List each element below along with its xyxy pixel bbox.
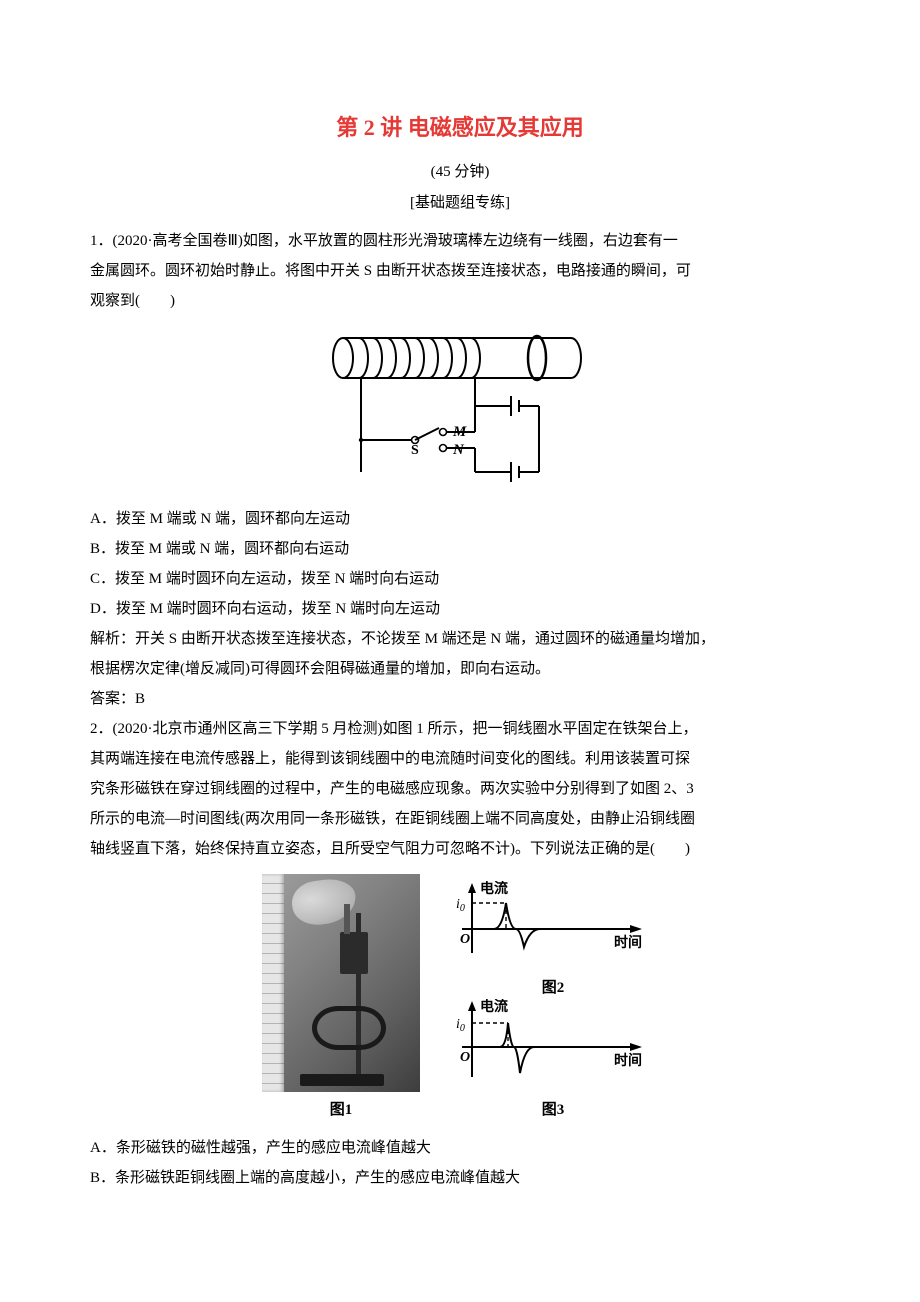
caption-fig3: 图3	[448, 1098, 658, 1119]
page: 第 2 讲 电磁感应及其应用 (45 分钟) [基础题组专练] 1．(2020·…	[0, 0, 920, 1253]
q1-stem-line: 观察到( )	[90, 286, 830, 316]
duration-label: (45 分钟)	[90, 160, 830, 181]
q2-charts-col: 电流 时间 i0 O 图2 电流 时间	[448, 881, 658, 1119]
chart2-xlabel: 时间	[614, 934, 642, 951]
chart3-ylabel: 电流	[480, 999, 508, 1015]
chart2-svg: 电流 时间 i0 O	[448, 881, 658, 973]
q1-circuit-svg: S M N	[315, 324, 605, 494]
q2-stem-line: 2．(2020·北京市通州区高三下学期 5 月检测)如图 1 所示，把一铜线圈水…	[90, 714, 830, 744]
chart3-svg: 电流 时间 i0 O	[448, 999, 658, 1095]
label-M: M	[452, 424, 467, 440]
q1-answer: 答案：B	[90, 684, 830, 714]
copper-loop	[312, 1006, 386, 1050]
q2-stem-line: 究条形磁铁在穿过铜线圈的过程中，产生的电磁感应现象。两次实验中分别得到了如图 2…	[90, 774, 830, 804]
q2-option-b: B．条形磁铁距铜线圈上端的高度越小，产生的感应电流峰值越大	[90, 1163, 830, 1193]
label-S: S	[411, 443, 419, 458]
stand-base	[300, 1074, 384, 1086]
label-N: N	[452, 442, 465, 458]
chart-3: 电流 时间 i0 O 图3	[448, 999, 658, 1119]
q1-option-d: D．拨至 M 端时圆环向右运动，拨至 N 端时向左运动	[90, 594, 830, 624]
q1-option-b: B．拨至 M 端或 N 端，圆环都向右运动	[90, 534, 830, 564]
q2-option-a: A．条形磁铁的磁性越强，产生的感应电流峰值越大	[90, 1133, 830, 1163]
q2-photo	[262, 874, 420, 1092]
q2-stem-line: 所示的电流—时间图线(两次用同一条形磁铁，在距铜线圈上端不同高度处，由静止沿铜线…	[90, 804, 830, 834]
chart3-xlabel: 时间	[614, 1052, 642, 1069]
ruler	[262, 874, 284, 1092]
q2-stem-line: 其两端连接在电流传感器上，能得到该铜线圈中的电流随时间变化的图线。利用该装置可探	[90, 744, 830, 774]
chart3-origin: O	[460, 1050, 470, 1065]
q1-figure: S M N	[90, 324, 830, 494]
q2-photo-col: 图1	[262, 874, 420, 1119]
page-title: 第 2 讲 电磁感应及其应用	[90, 110, 830, 142]
sensor-box	[340, 932, 368, 974]
q1-option-c: C．拨至 M 端时圆环向左运动，拨至 N 端时向右运动	[90, 564, 830, 594]
q2-figure: 图1 电流 时间 i0	[90, 874, 830, 1119]
chart2-i0: i0	[456, 897, 465, 914]
q1-stem-line: 1．(2020·高考全国卷Ⅲ)如图，水平放置的圆柱形光滑玻璃棒左边绕有一线圈，右…	[90, 226, 830, 256]
q1-stem-line: 金属圆环。圆环初始时静止。将图中开关 S 由断开状态拨至连接状态，电路接通的瞬间…	[90, 256, 830, 286]
chart-2: 电流 时间 i0 O 图2	[448, 881, 658, 997]
section-label: [基础题组专练]	[90, 191, 830, 212]
bar-magnet	[344, 904, 350, 934]
caption-fig1: 图1	[262, 1098, 420, 1119]
q2-stem-line: 轴线竖直下落，始终保持直立姿态，且所受空气阻力可忽略不计)。下列说法正确的是( …	[90, 834, 830, 864]
chart2-ylabel: 电流	[480, 881, 508, 897]
q1-explanation: 根据楞次定律(增反减同)可得圆环会阻碍磁通量的增加，即向右运动。	[90, 654, 830, 684]
q1-explanation: 解析：开关 S 由断开状态拨至连接状态，不论拨至 M 端还是 N 端，通过圆环的…	[90, 624, 830, 654]
q1-option-a: A．拨至 M 端或 N 端，圆环都向左运动	[90, 504, 830, 534]
caption-fig2: 图2	[448, 976, 658, 997]
chart2-origin: O	[460, 932, 470, 947]
chart3-i0: i0	[456, 1017, 465, 1034]
